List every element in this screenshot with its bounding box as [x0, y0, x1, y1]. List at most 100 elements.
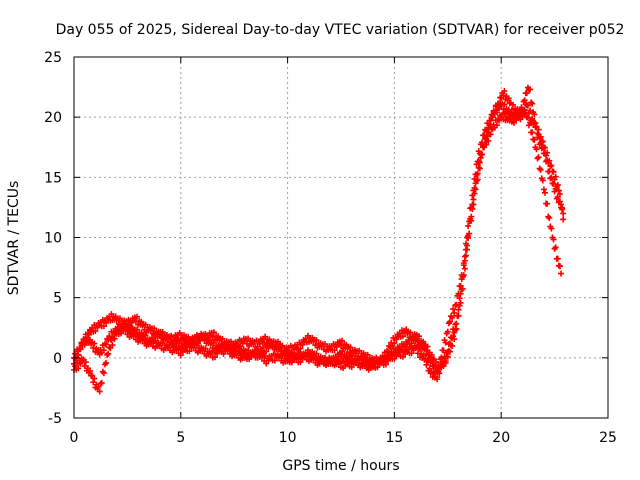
data-point — [533, 146, 540, 153]
data-point — [72, 350, 79, 357]
series-track-c — [71, 100, 567, 383]
data-point — [142, 335, 149, 342]
data-point — [177, 346, 184, 353]
data-point — [476, 165, 483, 172]
x-tick-label: 10 — [279, 430, 297, 446]
data-point — [109, 334, 116, 341]
data-point — [211, 354, 218, 361]
data-point — [347, 344, 354, 351]
data-point — [547, 163, 554, 170]
data-point — [356, 356, 363, 363]
data-point — [461, 265, 468, 272]
data-point — [92, 327, 99, 334]
data-point — [527, 86, 534, 93]
data-point — [535, 126, 542, 133]
data-point — [551, 245, 558, 252]
data-point — [546, 157, 553, 164]
data-point — [100, 323, 107, 330]
data-point — [531, 111, 538, 118]
y-axis-title: SDTVAR / TECUs — [6, 181, 22, 296]
data-point — [331, 347, 338, 354]
data-point — [424, 347, 431, 354]
data-point — [455, 306, 462, 313]
data-point — [339, 348, 346, 355]
data-point — [331, 360, 338, 367]
data-point — [449, 335, 456, 342]
data-point — [440, 347, 447, 354]
data-point — [98, 379, 105, 386]
data-point — [448, 334, 455, 341]
data-point — [444, 348, 451, 355]
data-point — [560, 210, 567, 217]
data-point — [426, 365, 433, 372]
data-point — [72, 363, 79, 370]
data-point — [455, 312, 462, 319]
data-point — [531, 119, 538, 126]
data-point — [96, 388, 103, 395]
data-point — [560, 216, 567, 223]
data-point — [449, 314, 456, 321]
data-point — [100, 370, 107, 377]
data-point — [476, 159, 483, 166]
data-point — [426, 354, 433, 361]
data-point — [539, 177, 546, 184]
data-point — [501, 110, 508, 117]
data-point — [89, 372, 96, 379]
data-point — [496, 117, 503, 124]
data-point — [254, 354, 261, 361]
data-point — [347, 353, 354, 360]
data-point — [464, 242, 471, 249]
data-point — [470, 201, 477, 208]
data-point — [202, 332, 209, 339]
data-point — [430, 363, 437, 370]
data-point — [544, 200, 551, 207]
data-point — [481, 132, 488, 139]
data-point — [254, 343, 261, 350]
data-point — [481, 142, 488, 149]
data-point — [554, 181, 561, 188]
data-point — [382, 361, 389, 368]
data-point — [194, 338, 201, 345]
data-point — [505, 106, 512, 113]
data-point — [339, 337, 346, 344]
data-point — [125, 326, 132, 333]
x-tick-label: 25 — [599, 430, 617, 446]
data-point — [450, 326, 457, 333]
data-point — [382, 354, 389, 361]
data-point — [535, 154, 542, 161]
data-point — [556, 190, 563, 197]
data-point — [168, 333, 175, 340]
data-point — [423, 361, 430, 368]
data-point — [76, 345, 83, 352]
data-point — [434, 376, 441, 383]
data-point — [431, 370, 438, 377]
data-point — [186, 342, 193, 349]
data-point — [552, 244, 559, 251]
y-tick-label: 5 — [53, 291, 62, 307]
data-point — [279, 342, 286, 349]
data-point — [459, 273, 466, 280]
data-point — [433, 358, 440, 365]
data-point — [538, 139, 545, 146]
data-point — [75, 351, 82, 358]
data-point — [408, 350, 415, 357]
data-point — [105, 350, 112, 357]
data-point — [462, 252, 469, 259]
y-tick-label: 10 — [44, 231, 62, 247]
data-point — [91, 375, 98, 382]
data-point — [313, 350, 320, 357]
data-point — [109, 342, 116, 349]
y-tick-label: -5 — [48, 411, 62, 427]
data-point — [91, 340, 98, 347]
data-point — [460, 262, 467, 269]
data-point — [95, 383, 102, 390]
data-point — [148, 334, 155, 341]
data-point — [483, 136, 490, 143]
data-point — [81, 363, 88, 370]
data-point — [471, 190, 478, 197]
data-marks — [71, 84, 567, 395]
data-point — [475, 164, 482, 171]
data-point — [541, 189, 548, 196]
data-point — [450, 306, 457, 313]
y-tick-label: 15 — [44, 170, 62, 186]
